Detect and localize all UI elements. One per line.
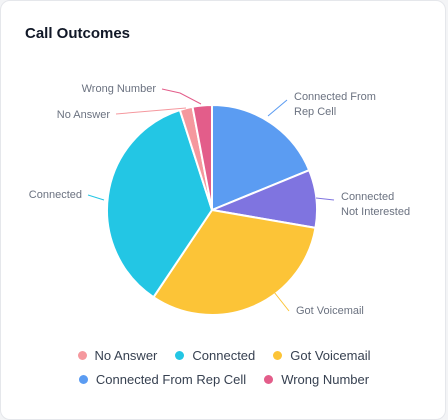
legend-swatch <box>264 375 274 384</box>
leader-line <box>267 99 288 117</box>
slice-label: Wrong Number <box>82 83 157 95</box>
legend-label: No Answer <box>94 348 158 363</box>
legend: No Answer Connected Got Voicemail Connec… <box>0 348 448 396</box>
legend-item-connected-from-rep-cell[interactable]: Connected From Rep Cell <box>78 372 247 387</box>
pie-slice-got-voicemail[interactable] <box>152 208 317 316</box>
legend-swatch <box>77 351 87 360</box>
legend-item-wrong-number[interactable]: Wrong Number <box>264 372 369 387</box>
slice-label: Not Interested <box>341 206 410 218</box>
legend-label: Got Voicemail <box>290 348 371 363</box>
legend-label: Wrong Number <box>281 372 370 387</box>
slice-label: Rep Cell <box>294 106 336 118</box>
legend-swatch <box>78 375 88 384</box>
legend-row-2: Connected From Rep Cell Wrong Number <box>0 372 448 387</box>
pie-chart: Connected From Rep Cell Connected Not Inter… <box>29 83 410 317</box>
leader-line <box>273 291 290 312</box>
legend-item-no-answer[interactable]: No Answer <box>77 348 158 363</box>
chart-title: Call Outcomes <box>25 25 131 42</box>
legend-row-1: No Answer Connected Got Voicemail <box>0 348 448 363</box>
pie-slice-connected-from-rep-cell[interactable] <box>211 103 311 212</box>
leader-line <box>161 88 202 105</box>
slice-label: No Answer <box>57 109 111 121</box>
leader-line <box>115 107 187 115</box>
slice-label: Connected <box>341 191 394 203</box>
pie-slice-connected[interactable] <box>106 108 214 299</box>
legend-label: Connected From Rep Cell <box>95 372 247 387</box>
leader-line <box>315 197 335 201</box>
slice-label: Connected <box>29 189 82 201</box>
legend-item-connected[interactable]: Connected <box>175 348 255 363</box>
slice-label: Connected From <box>294 91 376 103</box>
leader-line <box>87 194 105 201</box>
legend-item-got-voicemail[interactable]: Got Voicemail <box>273 348 370 363</box>
pie-slice-wrong-number[interactable] <box>191 103 213 211</box>
legend-swatch <box>273 351 283 360</box>
legend-swatch <box>175 351 185 360</box>
legend-label: Connected <box>192 348 256 363</box>
slice-label: Got Voicemail <box>296 305 364 317</box>
